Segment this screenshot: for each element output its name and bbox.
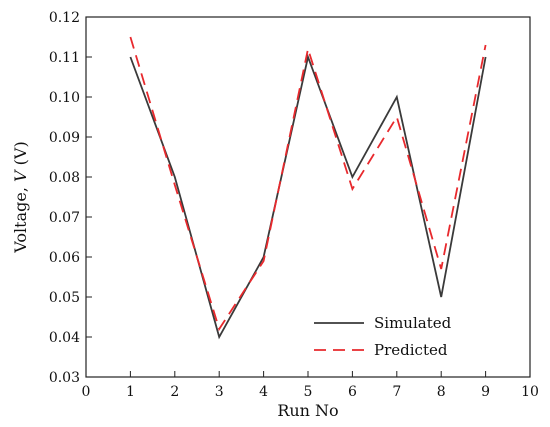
x-tick-label: 9 (481, 384, 490, 400)
legend-label-predicted: Predicted (374, 341, 448, 359)
legend-label-simulated: Simulated (374, 314, 452, 332)
y-axis-ticks: 0.03 0.04 0.05 0.06 0.07 0.08 0.09 0.10 0.11 0.12 (49, 10, 92, 386)
y-tick-label: 0.05 (49, 290, 80, 306)
x-tick-label: 4 (259, 384, 268, 400)
x-tick-label: 8 (437, 384, 446, 400)
x-tick-label: 2 (170, 384, 179, 400)
y-tick-label: 0.08 (49, 170, 80, 186)
x-tick-label: 6 (348, 384, 357, 400)
series-line-simulated (129, 53, 487, 340)
y-tick-label: 0.12 (49, 10, 80, 26)
series-line-predicted (129, 36, 487, 332)
y-tick-label: 0.10 (49, 90, 80, 106)
y-tick-label: 0.07 (49, 210, 80, 226)
x-tick-label: 7 (392, 384, 401, 400)
y-tick-label: 0.04 (49, 330, 80, 346)
legend: Simulated Predicted (314, 314, 452, 359)
x-axis-ticks: 0 1 2 3 4 5 6 7 8 9 10 (82, 371, 539, 400)
y-axis-label: Voltage, V (V) (11, 141, 30, 253)
x-tick-label: 0 (82, 384, 91, 400)
y-axis-label-symbol: V (11, 169, 30, 182)
y-axis-label-prefix: Voltage, (11, 182, 30, 254)
y-tick-label: 0.11 (49, 50, 80, 66)
x-tick-label: 1 (126, 384, 135, 400)
plot-frame (85, 16, 531, 378)
plot-area-border (85, 16, 531, 378)
y-tick-label: 0.06 (49, 250, 80, 266)
y-tick-label: 0.03 (49, 370, 80, 386)
x-axis-label: Run No (277, 401, 338, 420)
y-tick-label: 0.09 (49, 130, 80, 146)
series-lines (129, 36, 487, 340)
x-tick-label: 3 (215, 384, 224, 400)
x-tick-label: 5 (304, 384, 313, 400)
x-tick-label: 10 (521, 384, 539, 400)
y-axis-label-suffix: (V) (11, 141, 30, 170)
